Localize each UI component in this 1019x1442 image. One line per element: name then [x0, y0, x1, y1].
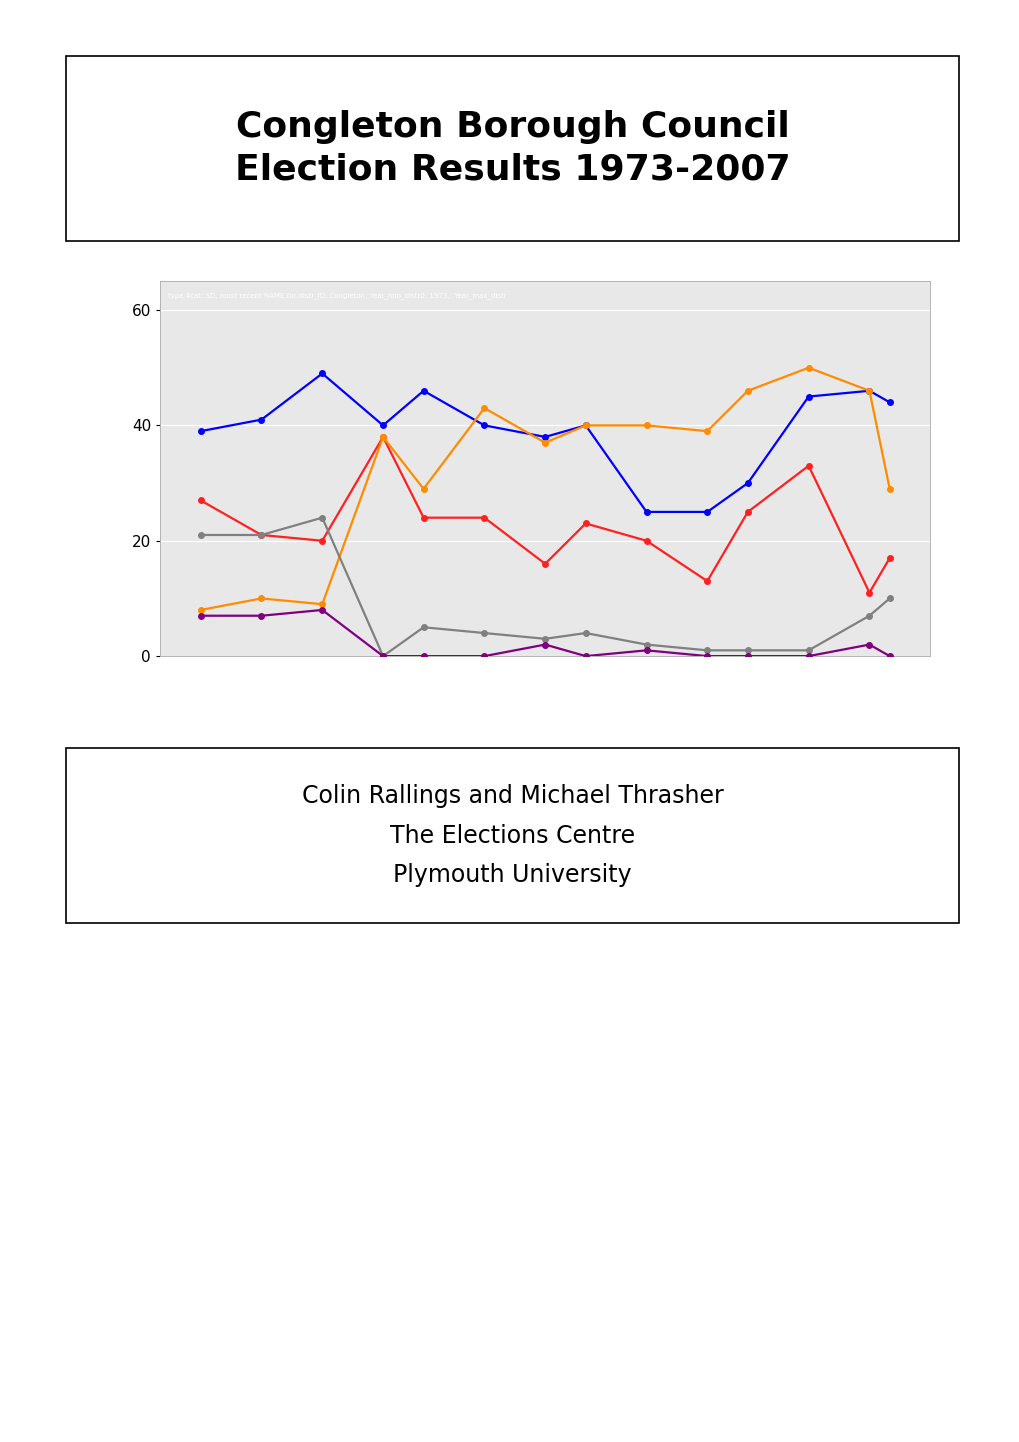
FancyBboxPatch shape [66, 56, 958, 241]
FancyBboxPatch shape [66, 748, 958, 923]
Text: type 4cat: SD, most recent NAME for distr_ID: Congleton, Year_min_distr0: 1973, : type 4cat: SD, most recent NAME for dist… [168, 293, 506, 298]
Text: Colin Rallings and Michael Thrasher
The Elections Centre
Plymouth University: Colin Rallings and Michael Thrasher The … [302, 784, 722, 887]
Text: Congleton Borough Council
Election Results 1973-2007: Congleton Borough Council Election Resul… [234, 111, 790, 186]
